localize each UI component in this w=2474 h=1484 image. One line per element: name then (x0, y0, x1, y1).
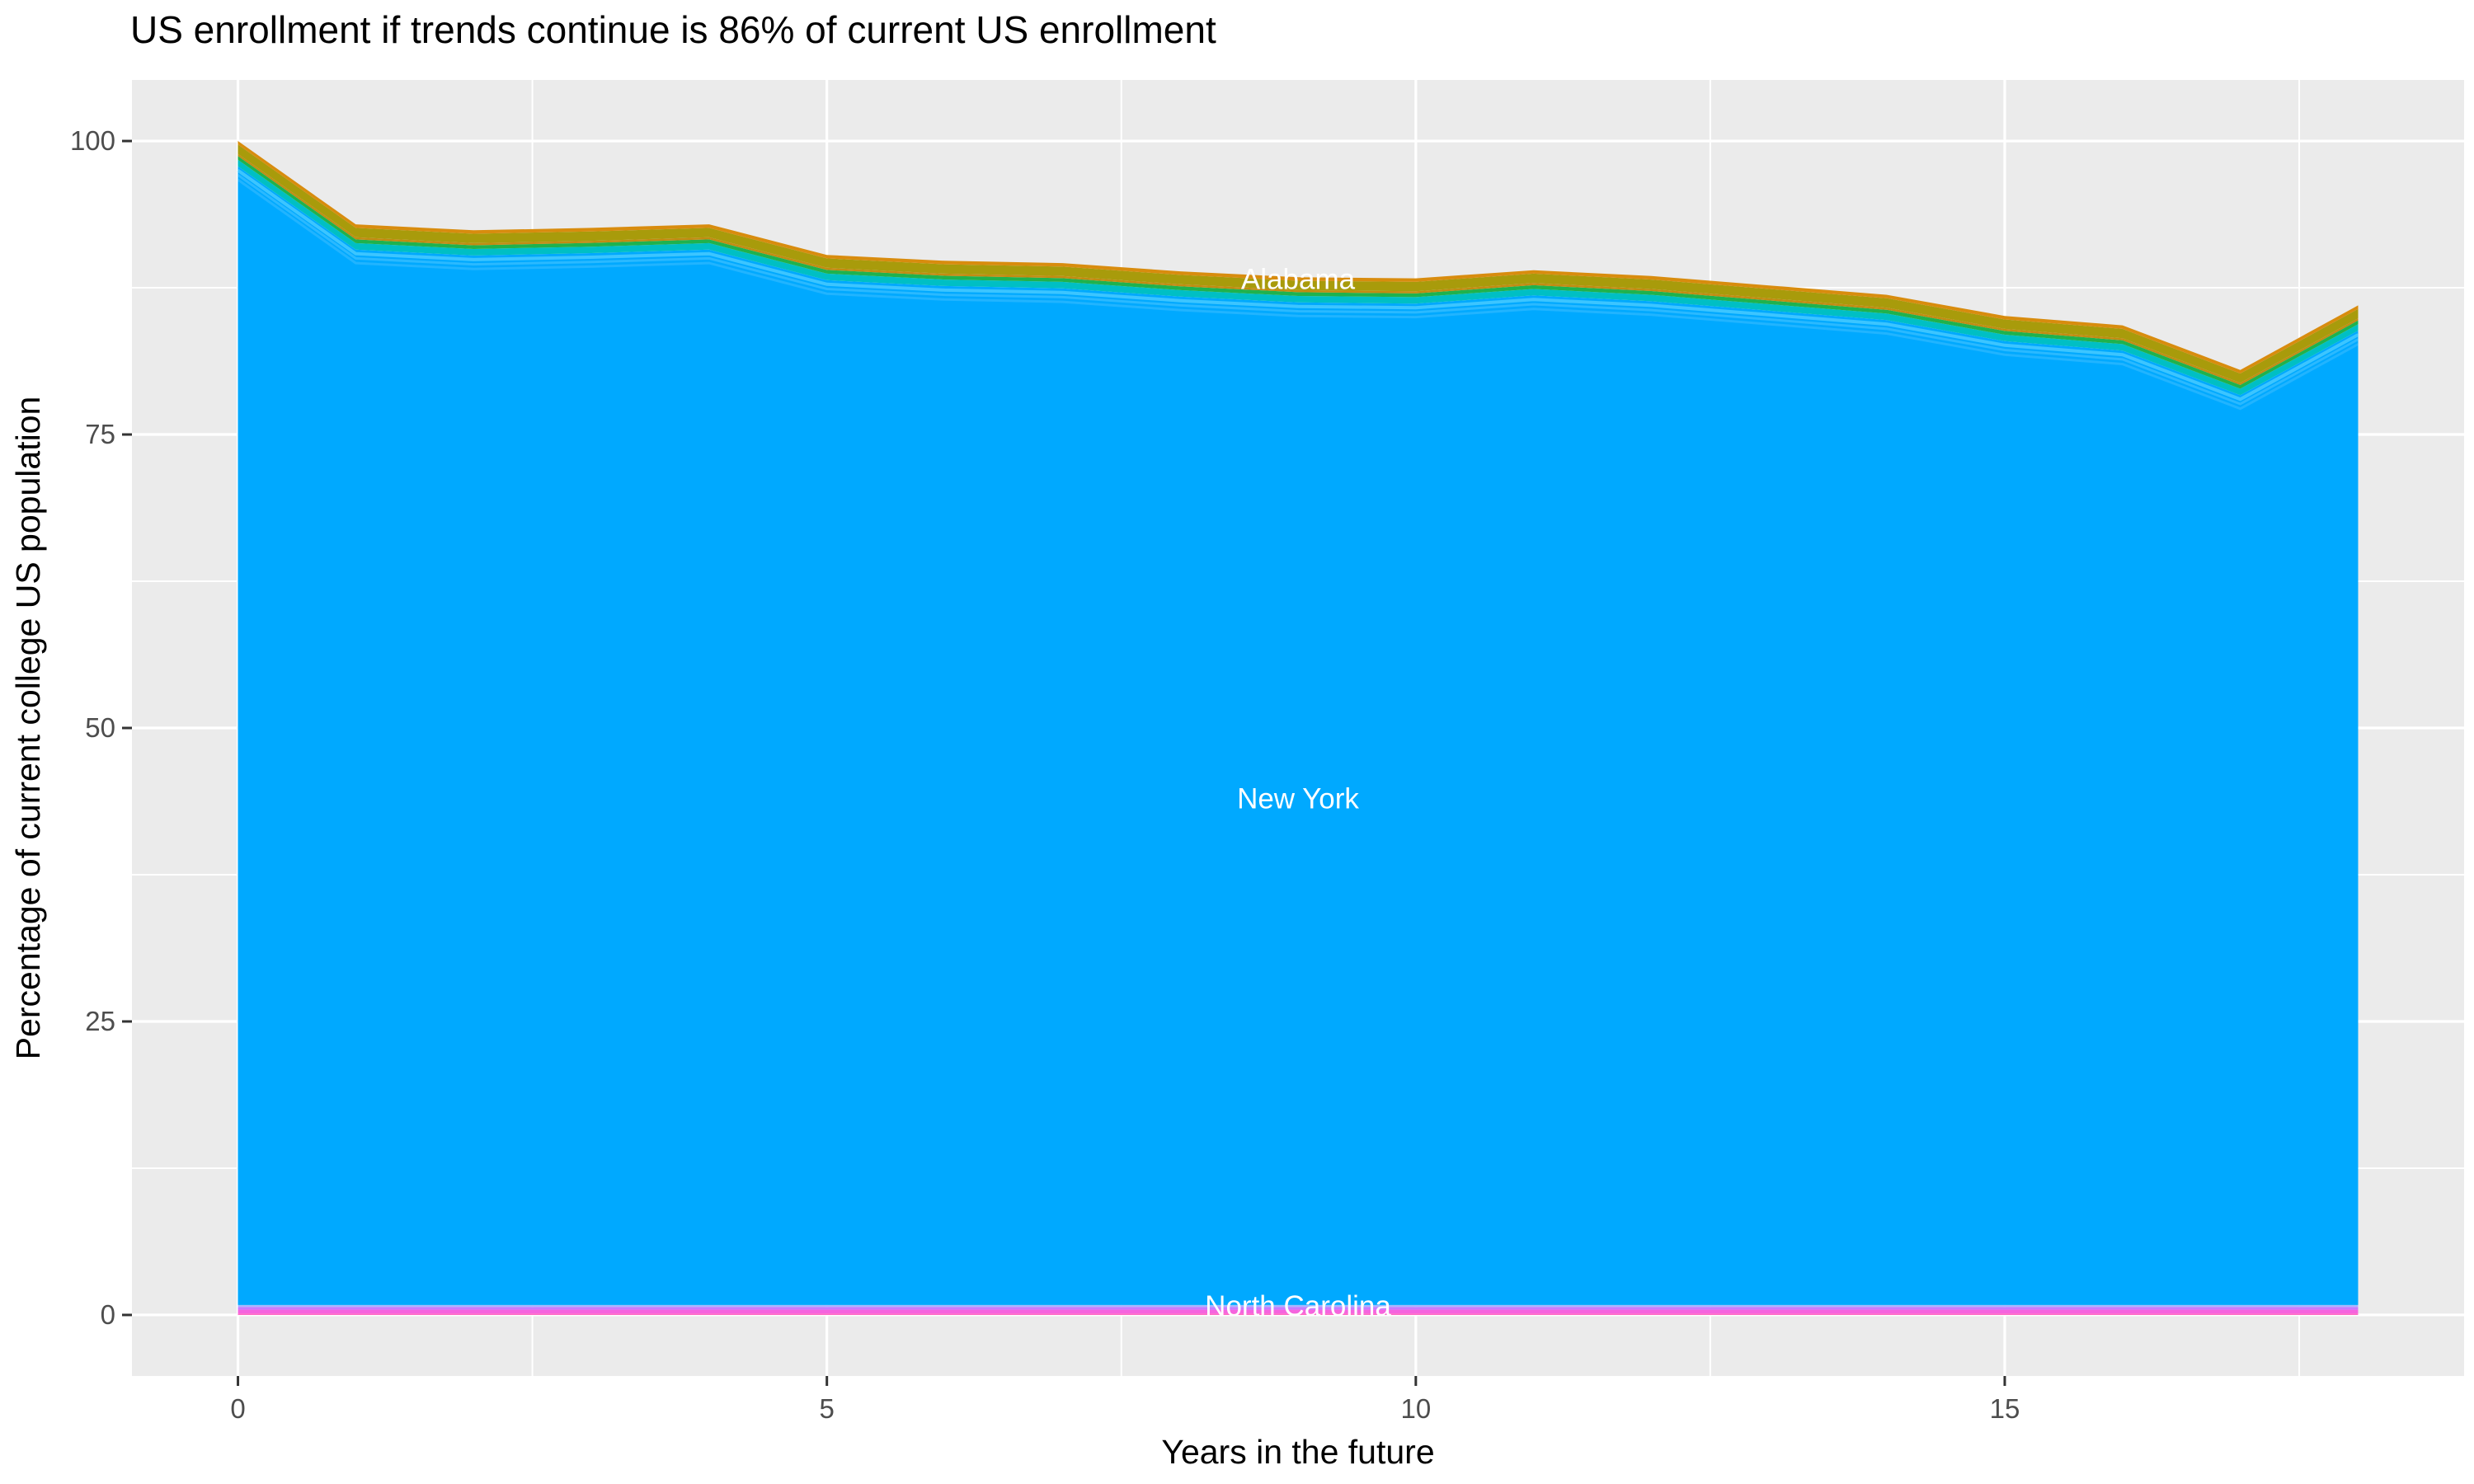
series-label-north-carolina: North Carolina (1205, 1290, 1391, 1322)
x-axis-tick-label: 15 (1990, 1393, 2020, 1424)
chart-title: US enrollment if trends continue is 86% … (130, 8, 1216, 51)
y-axis-tick-label: 0 (101, 1299, 115, 1330)
band-north-carolina-pink (238, 1309, 2359, 1314)
x-axis-tick-label: 0 (230, 1393, 245, 1424)
y-axis-tick-label: 100 (70, 125, 115, 156)
series-label-new-york: New York (1237, 782, 1359, 815)
band-lavender (238, 1304, 2359, 1308)
faint-layer-stripe (237, 178, 2359, 411)
y-axis-tick-label: 75 (85, 419, 115, 449)
band-violet (238, 1307, 2359, 1310)
x-axis-tick-label: 5 (820, 1393, 835, 1424)
y-axis-tick-label: 25 (85, 1006, 115, 1036)
faint-layer-stripe (237, 168, 2359, 402)
x-axis-tick-label: 10 (1400, 1393, 1431, 1424)
y-axis-tick-label: 50 (85, 712, 115, 743)
chart-panel: 0 5 10 15 0 25 50 75 100 Alabama New York North Car… (70, 80, 2464, 1424)
band-magenta (238, 1313, 2359, 1315)
x-axis-title: Years in the future (1161, 1433, 1434, 1471)
y-axis-title: Percentage of current college US populat… (9, 397, 47, 1060)
band-new-york (238, 166, 2359, 1305)
series-label-alabama: Alabama (1241, 263, 1356, 295)
faint-layer-stripe (237, 174, 2359, 406)
